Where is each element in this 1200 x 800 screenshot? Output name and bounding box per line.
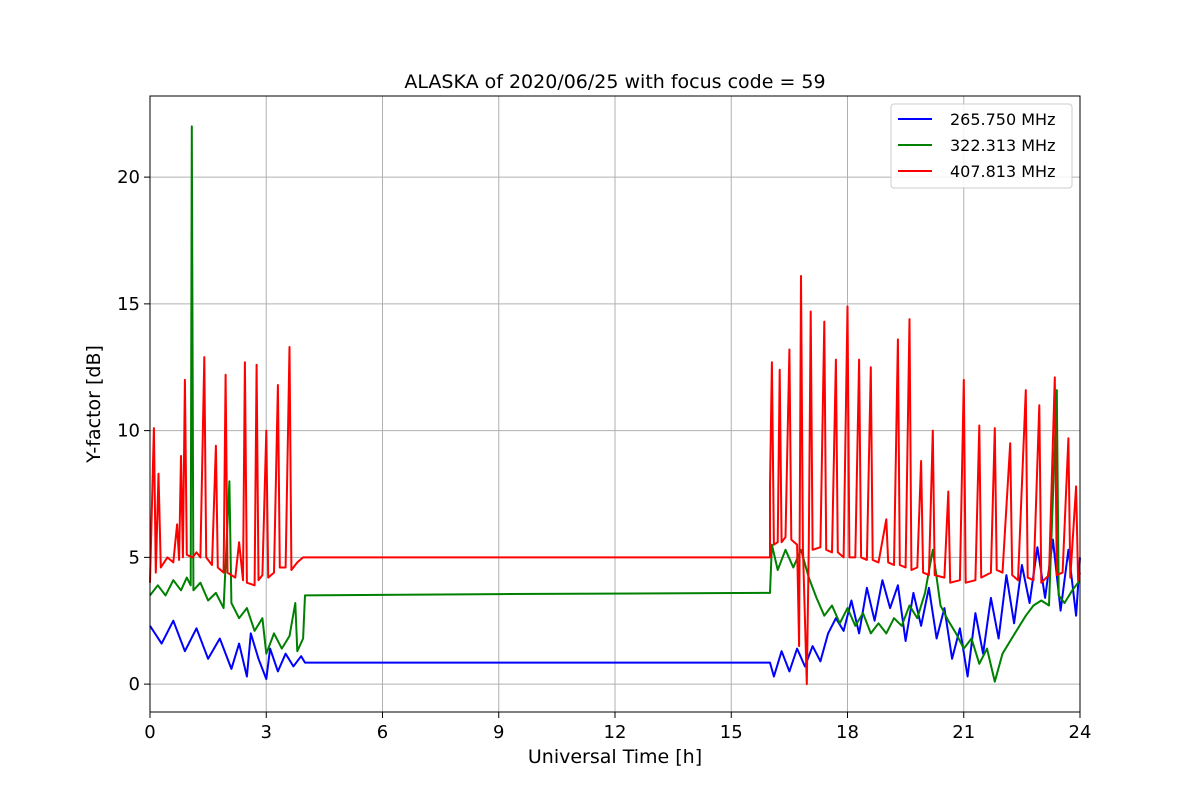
y-tick-label: 0 [129,674,140,695]
y-tick-label: 5 [129,547,140,568]
x-tick-label: 12 [604,722,627,743]
legend: 265.750 MHz 322.313 MHz 407.813 MHz [890,103,1073,189]
chart-title: ALASKA of 2020/06/25 with focus code = 5… [404,71,825,93]
x-tick-label: 21 [952,722,975,743]
x-tick-label: 18 [836,722,859,743]
x-tick-label: 0 [144,722,155,743]
x-tick-label: 15 [720,722,743,743]
x-tick-label: 24 [1069,722,1092,743]
legend-label: 265.750 MHz [950,110,1055,129]
series-lines [149,125,1081,686]
x-tick-label: 6 [377,722,388,743]
series-line [149,275,1081,686]
x-axis-label: Universal Time [h] [528,746,702,768]
series-line [149,125,1081,683]
legend-box [890,103,1073,189]
series-line [149,538,1081,680]
legend-label: 322.313 MHz [950,136,1055,155]
axis-ticks: 0 3 6 9 12 15 18 21 24 0 5 10 15 20 [117,167,1091,743]
legend-label: 407.813 MHz [950,162,1055,181]
y-tick-label: 20 [117,167,140,188]
x-tick-label: 9 [493,722,504,743]
y-tick-label: 15 [117,294,140,315]
y-axis-label: Y-factor [dB] [83,345,105,464]
y-tick-label: 10 [117,421,140,442]
x-tick-label: 3 [261,722,272,743]
